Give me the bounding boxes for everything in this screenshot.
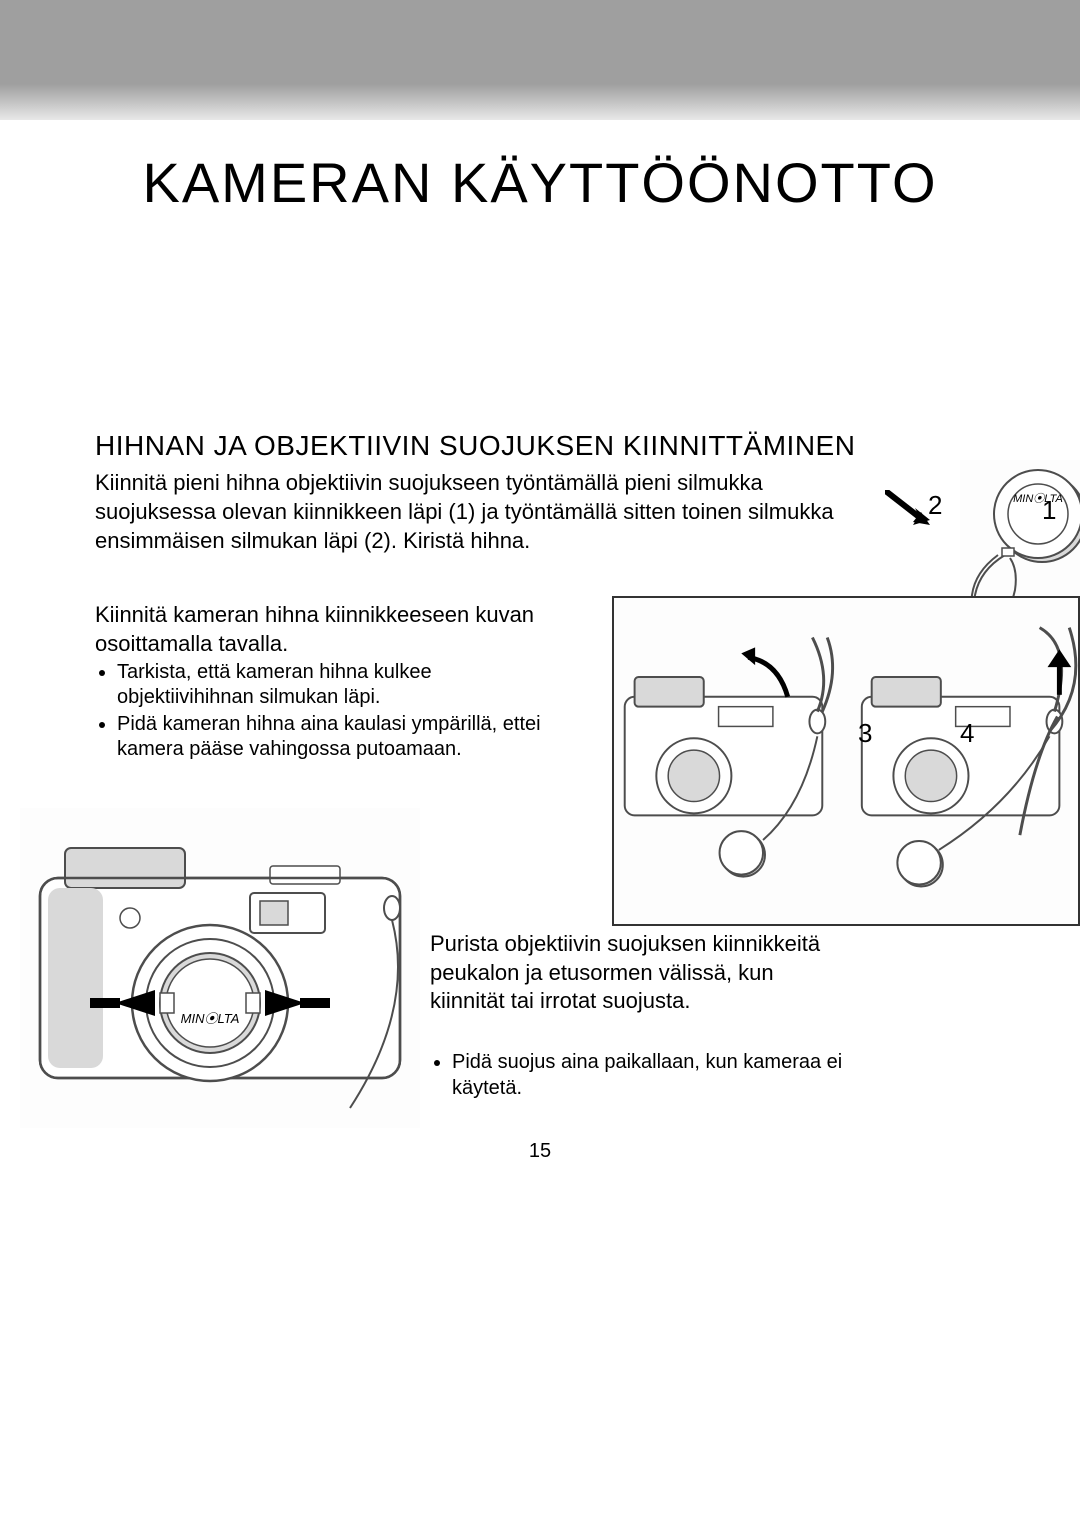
figure-strap-steps: [612, 596, 1080, 926]
paragraph-2: Kiinnitä kameran hihna kiinnikkeeseen ku…: [95, 600, 595, 658]
camera-front-illustration: MIN⦿LTA: [20, 808, 420, 1128]
callout-4: 4: [960, 718, 974, 749]
arrow-icon: [885, 490, 930, 530]
callout-1: 1: [1042, 495, 1056, 526]
page-number: 15: [0, 1140, 1080, 1163]
list-item: Pidä kameran hihna aina kaulasi ympärill…: [117, 712, 565, 762]
bullet-list-1: Tarkista, että kameran hihna kulkee obje…: [95, 660, 565, 764]
manual-page: KAMERAN KÄYTTÖÖNOTTO HIHNAN JA OBJEKTIIV…: [0, 0, 1080, 1529]
figure-camera-front: MIN⦿LTA: [20, 808, 420, 1128]
intro-paragraph: Kiinnitä pieni hihna objektiivin suojuks…: [95, 468, 865, 555]
callout-3: 3: [858, 718, 872, 749]
svg-text:MIN⦿LTA: MIN⦿LTA: [181, 1011, 240, 1026]
list-item: Tarkista, että kameran hihna kulkee obje…: [117, 660, 565, 710]
header-gradient-band: [0, 0, 1080, 120]
bullet-list-2: Pidä suojus aina paikallaan, kun kameraa…: [430, 1050, 850, 1101]
paragraph-3: Purista objektiivin suojuksen kiinnikkei…: [430, 930, 850, 1016]
page-title: KAMERAN KÄYTTÖÖNOTTO: [0, 150, 1080, 215]
section-heading: HIHNAN JA OBJEKTIIVIN SUOJUKSEN KIINNITT…: [95, 430, 855, 462]
strap-steps-illustration: [614, 598, 1078, 924]
list-item: Pidä suojus aina paikallaan, kun kameraa…: [452, 1050, 850, 1101]
callout-2: 2: [928, 490, 942, 521]
